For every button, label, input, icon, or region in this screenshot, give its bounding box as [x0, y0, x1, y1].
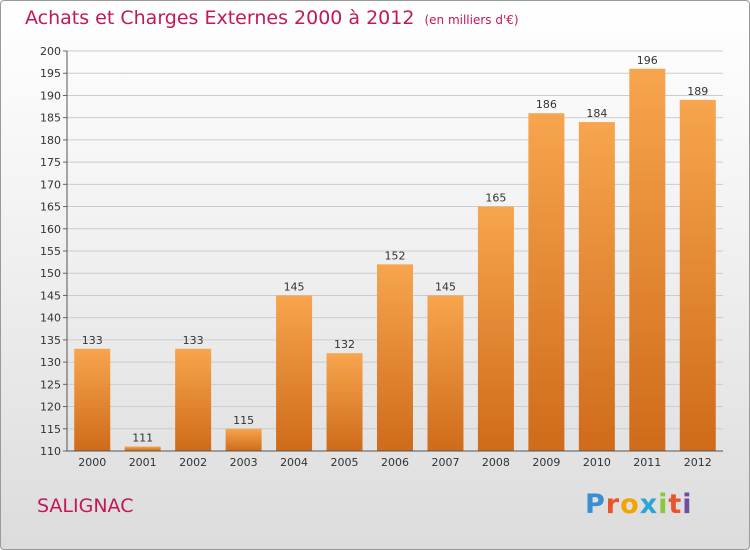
y-tick-label: 110: [40, 445, 61, 458]
x-tick-label: 2011: [633, 456, 661, 469]
logo-letter: o: [620, 489, 640, 520]
y-tick-label: 120: [40, 401, 61, 414]
y-tick-label: 195: [40, 67, 61, 80]
bar-value-label: 165: [485, 192, 506, 205]
bar: [629, 68, 666, 452]
bar-value-label: 115: [233, 414, 254, 427]
logo-letter: t: [668, 489, 683, 520]
bar: [326, 353, 363, 451]
x-tick-label: 2006: [381, 456, 409, 469]
unit-label: (en milliers d'€): [424, 13, 519, 27]
bar-value-label: 196: [637, 54, 658, 67]
y-tick-label: 155: [40, 245, 61, 258]
x-tick-label: 2005: [331, 456, 359, 469]
bar-value-label: 184: [586, 107, 607, 120]
logo-letter: x: [639, 489, 659, 520]
bar-value-label: 111: [132, 432, 153, 445]
bar: [225, 428, 262, 451]
y-tick-label: 180: [40, 134, 61, 147]
x-tick-label: 2001: [129, 456, 157, 469]
y-tick-label: 125: [40, 378, 61, 391]
bar: [477, 206, 514, 451]
y-tick-label: 145: [40, 289, 61, 302]
chart-title: Achats et Charges Externes 2000 à 2012 (e…: [25, 7, 519, 29]
bar-value-label: 186: [536, 98, 557, 111]
bar: [679, 99, 716, 451]
y-axis-ticks: 110 115 120 125 130 135 140 145 150 155 160 165 170 1…: [40, 45, 67, 458]
bar-value-label: 133: [82, 334, 103, 347]
y-tick-label: 185: [40, 112, 61, 125]
bar: [124, 446, 161, 451]
x-axis-ticks: 2000 2001 2002 2003 2004 2005 2006 2007 2008 2009…: [78, 456, 712, 469]
y-tick-label: 140: [40, 312, 61, 325]
bar-value-label: 189: [687, 85, 708, 98]
x-tick-label: 2010: [583, 456, 611, 469]
bar-value-label: 133: [183, 334, 204, 347]
logo-letter: r: [605, 489, 621, 520]
bar: [578, 122, 615, 451]
y-tick-label: 130: [40, 356, 61, 369]
bar: [74, 348, 111, 451]
x-tick-label: 2000: [78, 456, 106, 469]
y-tick-label: 150: [40, 267, 61, 280]
bar-value-label: 145: [284, 280, 305, 293]
logo-letter: i: [658, 489, 669, 520]
y-tick-label: 115: [40, 423, 61, 436]
x-tick-label: 2003: [230, 456, 258, 469]
bar-value-label: 145: [435, 280, 456, 293]
x-tick-label: 2009: [532, 456, 560, 469]
y-tick-label: 160: [40, 223, 61, 236]
bar: [276, 295, 313, 451]
x-tick-label: 2004: [280, 456, 308, 469]
proxiti-logo[interactable]: Proxiti: [585, 489, 693, 520]
bar-value-label: 152: [385, 249, 406, 262]
commune-name: SALIGNAC: [37, 495, 134, 517]
bar: [528, 113, 565, 451]
x-tick-label: 2002: [179, 456, 207, 469]
bar: [175, 348, 212, 451]
logo-letter: P: [585, 489, 606, 520]
bar: [427, 295, 464, 451]
y-tick-label: 165: [40, 201, 61, 214]
bar: [377, 264, 413, 451]
bar-value-label: 132: [334, 338, 355, 351]
x-tick-label: 2008: [482, 456, 510, 469]
y-tick-label: 190: [40, 89, 61, 102]
bars: 133 111 133 115 145 132 152 145 165 186 184 196 189: [74, 54, 716, 452]
y-tick-label: 135: [40, 334, 61, 347]
x-tick-label: 2007: [431, 456, 459, 469]
axes: [66, 51, 723, 452]
x-tick-label: 2012: [684, 456, 712, 469]
logo-letter: i: [682, 489, 693, 520]
title-text: Achats et Charges Externes 2000 à 2012: [25, 7, 415, 29]
y-tick-label: 170: [40, 178, 61, 191]
y-tick-label: 200: [40, 45, 61, 58]
y-tick-label: 175: [40, 156, 61, 169]
